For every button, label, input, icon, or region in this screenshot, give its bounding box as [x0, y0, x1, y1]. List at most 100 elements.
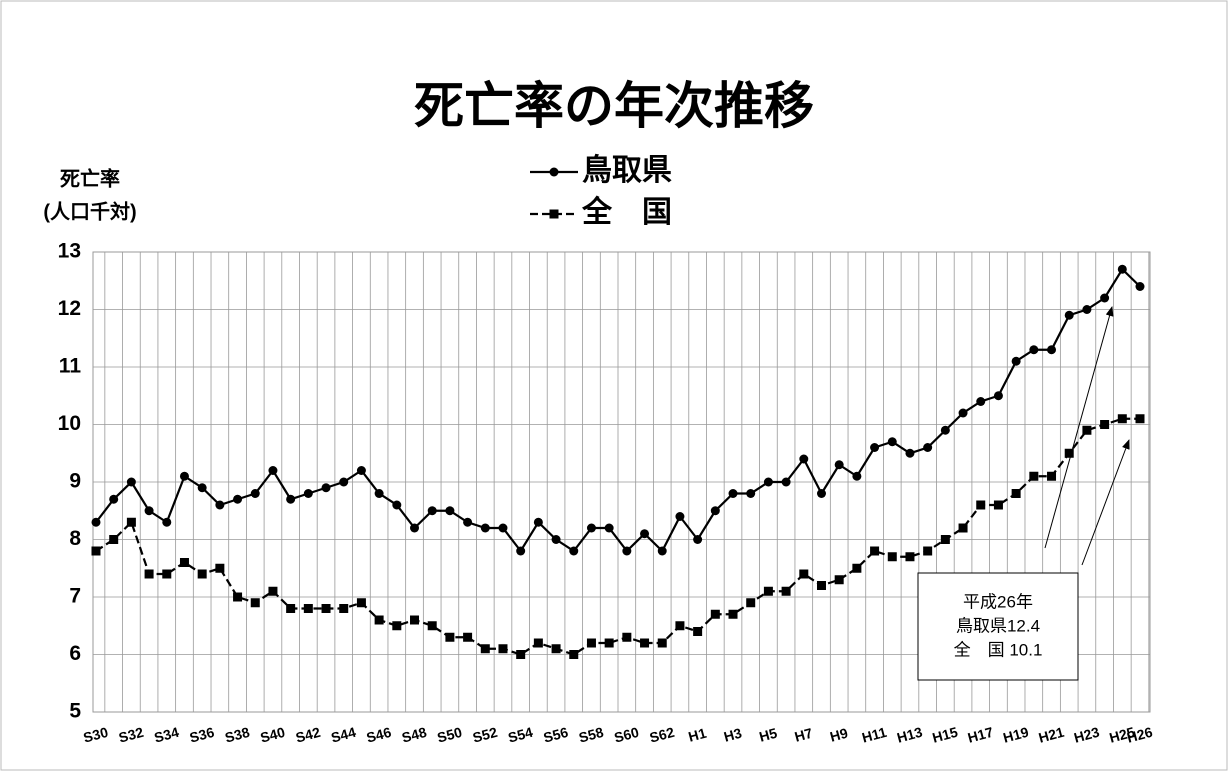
point	[480, 523, 490, 533]
y-tick-label: 6	[69, 642, 81, 665]
point	[781, 477, 791, 487]
x-tick-label: S54	[506, 724, 534, 746]
point	[1064, 448, 1074, 458]
point	[1117, 414, 1127, 424]
x-tick-label: S32	[117, 724, 145, 746]
point	[445, 506, 455, 516]
point	[1082, 305, 1092, 314]
point	[250, 489, 260, 498]
point	[852, 563, 862, 573]
x-tick-label: H5	[757, 725, 779, 745]
point	[321, 604, 331, 613]
point	[1135, 282, 1145, 291]
point	[763, 586, 773, 596]
x-tick-label: S44	[329, 724, 357, 746]
point	[533, 517, 543, 527]
point	[710, 506, 720, 516]
y-axis-label: (人口千対)	[43, 200, 136, 223]
point	[657, 638, 667, 648]
point	[728, 609, 738, 619]
x-tick-label: H3	[722, 725, 744, 745]
point	[286, 494, 296, 504]
point	[834, 575, 844, 585]
point	[179, 471, 189, 481]
point	[126, 517, 136, 527]
point	[498, 523, 508, 533]
legend-label: 鳥取県	[582, 154, 672, 187]
x-tick-label: H7	[793, 725, 815, 745]
arrow	[1081, 439, 1130, 566]
point	[91, 517, 101, 527]
point	[109, 494, 119, 504]
x-tick-label: S30	[82, 724, 110, 746]
y-tick-label: 8	[69, 527, 81, 550]
point	[834, 460, 844, 470]
point	[516, 546, 526, 556]
point	[197, 569, 207, 579]
point	[392, 621, 402, 631]
y-tick-label: 5	[69, 700, 81, 723]
point	[1100, 420, 1110, 429]
x-tick-label: S42	[294, 724, 322, 746]
x-tick-label: S34	[152, 724, 180, 746]
annotation: 全 国 10.1	[954, 640, 1043, 659]
point	[162, 569, 172, 579]
x-tick-label: H19	[1001, 724, 1030, 746]
x-tick-label: H1	[687, 725, 709, 745]
point	[940, 535, 950, 544]
point	[1117, 264, 1127, 274]
y-tick-label: 12	[58, 297, 81, 320]
point	[215, 563, 225, 573]
x-tick-label: H15	[931, 724, 960, 746]
point	[870, 443, 880, 452]
point	[710, 609, 720, 619]
point	[162, 517, 172, 527]
point	[1011, 356, 1021, 366]
point	[640, 638, 650, 648]
point	[551, 644, 561, 654]
x-tick-label: S36	[188, 724, 216, 746]
point	[410, 523, 420, 533]
x-tick-label: S58	[577, 724, 605, 746]
point	[640, 529, 650, 539]
point	[427, 506, 437, 516]
point	[993, 391, 1003, 401]
point	[339, 604, 349, 613]
point	[144, 506, 154, 516]
point	[126, 477, 136, 487]
point	[215, 500, 225, 510]
y-tick-label: 10	[58, 412, 81, 435]
chart-title: 死亡率の年次推移	[414, 78, 814, 134]
point	[976, 500, 986, 510]
point	[356, 598, 366, 608]
point	[445, 632, 455, 642]
point	[586, 638, 596, 648]
point	[604, 523, 614, 533]
point	[286, 604, 296, 613]
legend-marker	[549, 209, 559, 219]
point	[693, 535, 703, 544]
legend-label: 全 国	[581, 195, 672, 229]
point	[781, 586, 791, 596]
point	[91, 546, 101, 556]
point	[622, 546, 632, 556]
point	[1100, 293, 1110, 303]
point	[870, 546, 880, 556]
point	[427, 621, 437, 631]
point	[799, 569, 809, 579]
point	[250, 598, 260, 608]
y-tick-label: 7	[69, 585, 81, 608]
point	[410, 615, 420, 625]
point	[657, 546, 667, 556]
point	[905, 448, 915, 458]
x-tick-label: S50	[435, 724, 463, 746]
point	[923, 546, 933, 556]
point	[356, 466, 366, 475]
point	[675, 512, 685, 521]
point	[746, 598, 756, 608]
arrow	[1044, 306, 1114, 549]
point	[268, 466, 278, 475]
point	[179, 558, 189, 567]
point	[1011, 489, 1021, 498]
